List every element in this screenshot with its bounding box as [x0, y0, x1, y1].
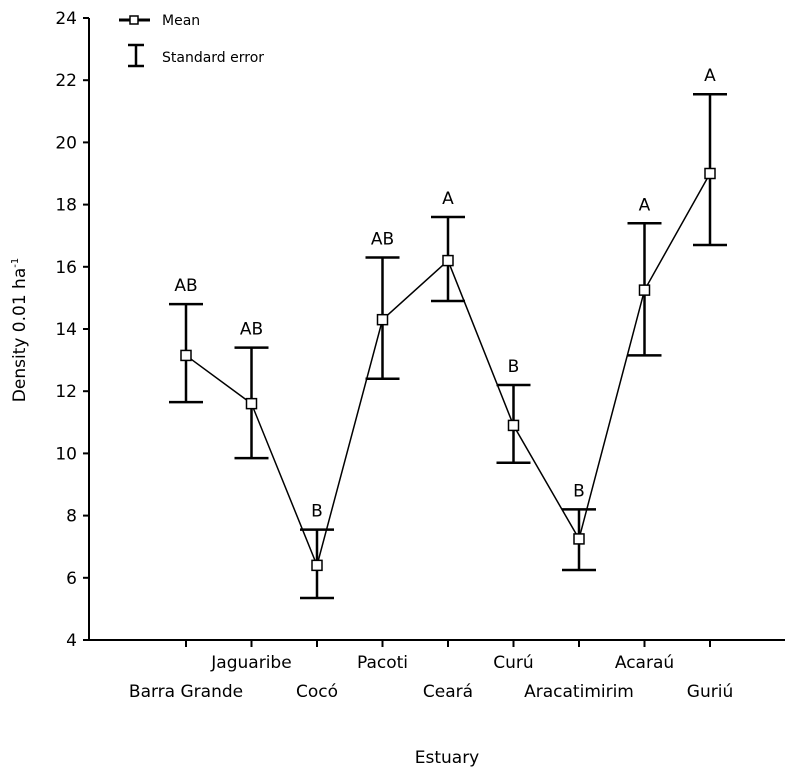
y-tick-label: 8	[66, 507, 77, 527]
error-bars	[169, 92, 727, 600]
legend-mean-label: Mean	[162, 13, 200, 29]
x-category-label: Cocó	[296, 682, 338, 702]
y-tick-label: 18	[55, 196, 77, 216]
significance-label: AB	[240, 320, 263, 340]
significance-label: A	[442, 189, 454, 209]
mean-markers	[180, 167, 716, 572]
mean-marker	[638, 284, 651, 296]
mean-marker	[376, 313, 389, 326]
x-category-label: Curú	[493, 653, 533, 673]
x-category-label: Ceará	[423, 682, 473, 702]
y-tick-label: 20	[55, 133, 77, 153]
y-tick-label: 12	[55, 382, 77, 402]
mean-marker	[507, 419, 520, 432]
y-axis-title: Density 0.01 ha-1	[10, 258, 30, 402]
mean-marker	[180, 349, 192, 362]
x-category-label: Guriú	[687, 682, 733, 702]
x-axis-title: Estuary	[415, 748, 480, 768]
legend-mean-marker-icon	[129, 15, 139, 25]
x-category-label: Jaguaribe	[210, 653, 291, 673]
axes	[88, 18, 785, 641]
y-tick-label: 24	[55, 9, 77, 29]
y-tick-label: 16	[55, 258, 77, 278]
legend-error-bar-icon	[128, 43, 144, 68]
x-category-label: Acaraú	[615, 653, 674, 673]
significance-label: B	[311, 502, 323, 522]
y-axis-title-superscript: -1	[10, 258, 21, 268]
significance-label: B	[573, 481, 585, 501]
x-category-label: Barra Grande	[129, 682, 243, 702]
y-tick-label: 22	[55, 71, 77, 91]
y-tick-label: 6	[66, 569, 77, 589]
mean-marker	[704, 167, 716, 180]
y-ticks: 4 6 8 10 12 14 16 18 20 22 24	[55, 9, 89, 651]
y-tick-label: 10	[55, 444, 77, 464]
x-category-label: Aracatimirim	[524, 682, 634, 702]
mean-marker	[573, 533, 585, 545]
legend: Mean Standard error	[119, 13, 264, 68]
mean-marker	[245, 397, 258, 410]
mean-marker	[442, 254, 454, 267]
significance-label: A	[639, 195, 651, 215]
significance-label: A	[704, 66, 716, 86]
y-tick-label: 4	[66, 631, 77, 651]
significance-label: AB	[371, 229, 394, 249]
mean-marker	[311, 559, 323, 572]
significance-label: B	[508, 357, 520, 377]
y-tick-label: 14	[55, 320, 77, 340]
significance-label: AB	[174, 276, 197, 296]
legend-standard-error-label: Standard error	[162, 50, 264, 66]
x-category-label: Pacoti	[357, 653, 408, 673]
